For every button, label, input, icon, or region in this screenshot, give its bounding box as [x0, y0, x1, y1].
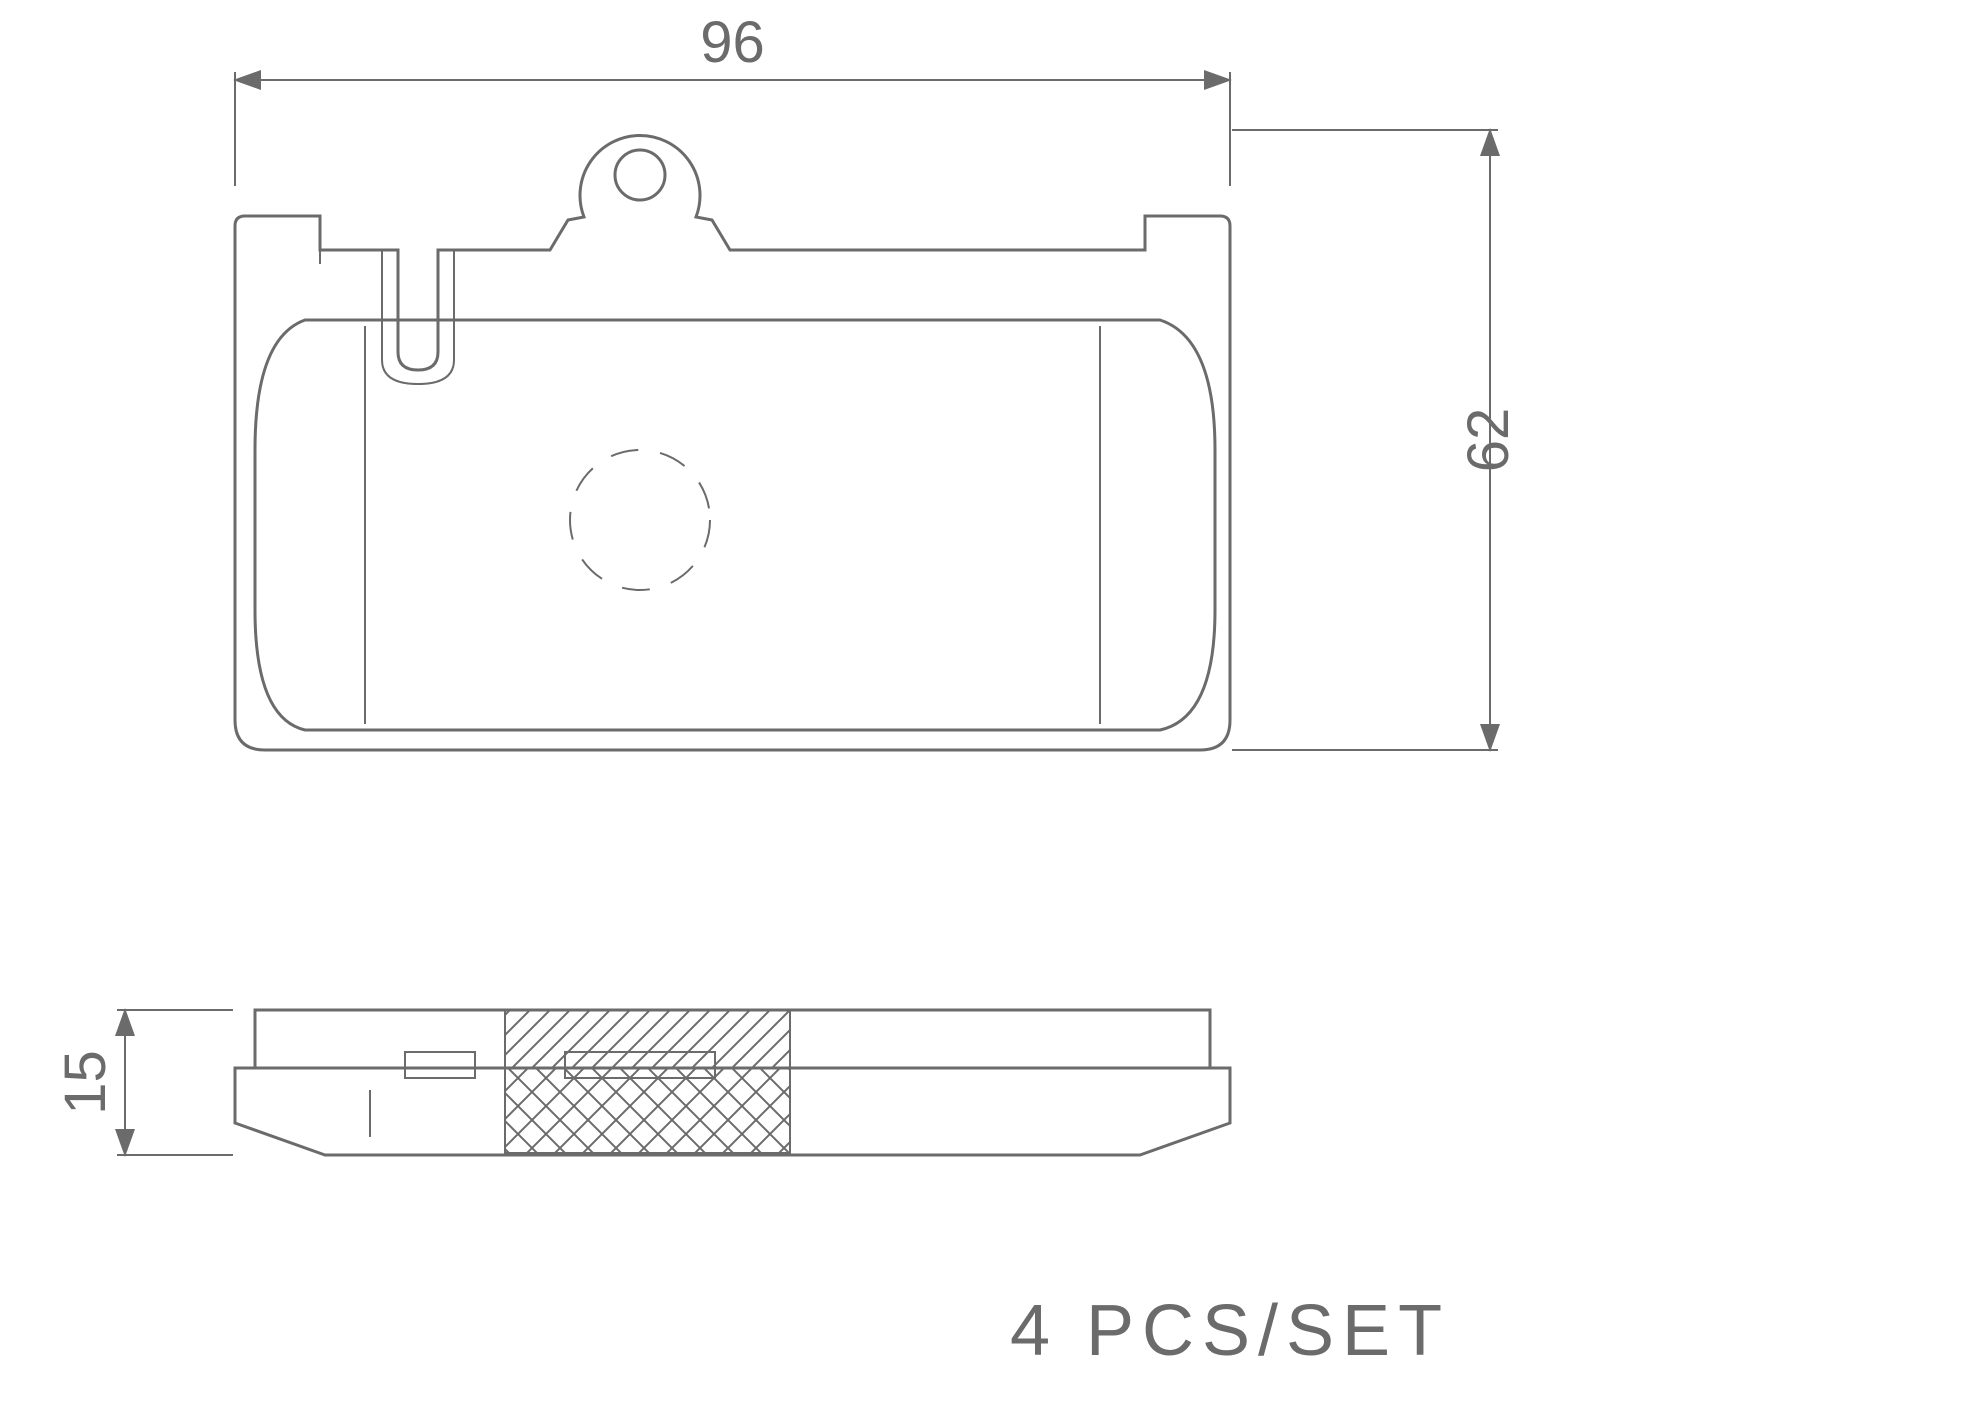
pcs-note: 4 PCS/SET: [1010, 1291, 1450, 1371]
center-circle: [570, 450, 710, 590]
side-hatch-body: [505, 1068, 790, 1153]
dim-width: 96: [700, 10, 765, 75]
side-hatch-top: [505, 1010, 790, 1068]
notch-outer: [382, 250, 454, 384]
front-view-outline: [235, 135, 1230, 750]
tab-hole: [615, 150, 665, 200]
dim-thickness: 15: [53, 1050, 118, 1115]
dim-height: 62: [1456, 408, 1521, 473]
